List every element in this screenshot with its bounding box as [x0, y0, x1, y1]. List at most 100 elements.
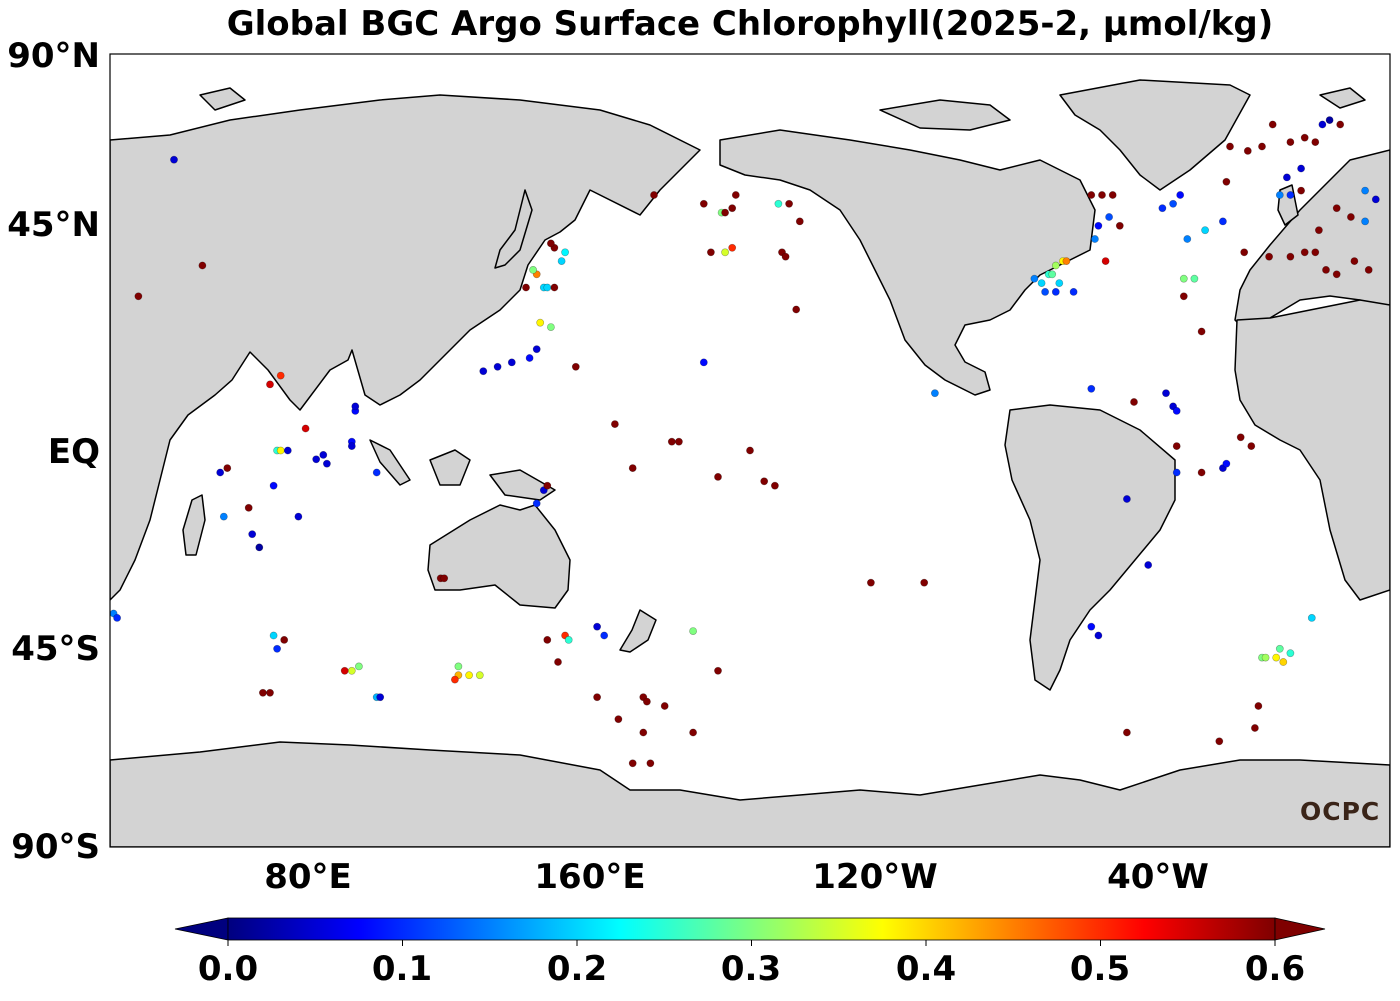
- argo-float-point: [269, 631, 278, 640]
- argo-float-point: [1172, 442, 1181, 450]
- argo-float-point: [1098, 191, 1106, 199]
- argo-float-point: [248, 530, 257, 539]
- argo-float-point: [276, 371, 285, 380]
- argo-float-point: [689, 728, 697, 737]
- argo-float-point: [1062, 257, 1071, 265]
- argo-float-point: [543, 481, 552, 490]
- lon-label-160e: 160°E: [534, 857, 646, 897]
- argo-float-point: [1179, 292, 1188, 301]
- argo-float-point: [699, 199, 708, 208]
- argo-float-point: [714, 472, 722, 481]
- argo-float-point: [1307, 614, 1316, 622]
- argo-float-point: [646, 759, 655, 768]
- argo-float-point: [347, 666, 356, 675]
- argo-float-point: [1172, 468, 1181, 477]
- argo-float-point: [322, 459, 331, 468]
- argo-float-point: [1275, 191, 1284, 199]
- argo-float-point: [1144, 561, 1153, 569]
- argo-float-point: [728, 204, 737, 213]
- argo-float-point: [1371, 195, 1380, 204]
- argo-float-point: [1190, 274, 1199, 283]
- argo-float-point: [689, 627, 697, 635]
- japan-islands: [494, 189, 533, 269]
- argo-float-point: [1272, 653, 1281, 662]
- argo-float-point: [593, 622, 601, 631]
- argo-float-point: [795, 217, 804, 226]
- novaya-zemlya-island: [199, 87, 246, 111]
- argo-float-point: [529, 265, 537, 274]
- argo-float-point: [760, 477, 769, 486]
- argo-float-point: [699, 358, 708, 367]
- argo-float-point: [1275, 644, 1284, 653]
- argo-float-point: [628, 464, 637, 472]
- argo-float-point: [1087, 384, 1096, 393]
- argo-float-point: [283, 446, 292, 455]
- argo-float-point: [721, 248, 729, 257]
- colorbar-tick-label: 0.6: [1244, 949, 1306, 989]
- argo-float-point: [1297, 164, 1305, 173]
- argo-float-point: [746, 446, 754, 455]
- argo-float-point: [1286, 191, 1295, 199]
- svalbard-island: [1319, 87, 1366, 109]
- argo-float-point: [301, 424, 310, 433]
- argo-float-point: [1318, 120, 1327, 129]
- colorbar-tick-label: 0.4: [895, 949, 957, 989]
- argo-float-point: [1172, 406, 1181, 415]
- argo-floats-layer: [110, 116, 1380, 768]
- argo-float-point: [1183, 235, 1192, 243]
- colorbar-gradient: [227, 917, 1276, 941]
- argo-float-point: [1162, 389, 1170, 398]
- greenland-landmass: [1059, 79, 1251, 191]
- argo-float-point: [1055, 279, 1064, 287]
- argo-float-point: [1350, 257, 1359, 265]
- new-zealand-islands: [619, 609, 657, 653]
- argo-float-point: [1041, 287, 1049, 296]
- colorbar-tick-label: 0.0: [197, 949, 259, 989]
- sumatra-island: [369, 439, 411, 486]
- argo-float-point: [650, 191, 658, 199]
- argo-float-point: [547, 323, 555, 331]
- argo-float-point: [571, 362, 580, 371]
- argo-float-point: [340, 666, 349, 675]
- argo-float-point: [1240, 248, 1249, 257]
- argo-float-point: [675, 437, 683, 446]
- argo-float-point: [1243, 146, 1252, 155]
- argo-float-point: [561, 248, 569, 257]
- argo-float-point: [1315, 226, 1323, 235]
- argo-float-point: [1261, 653, 1270, 662]
- argo-float-point: [593, 693, 601, 702]
- argo-float-point: [319, 450, 328, 459]
- argo-float-point: [1101, 257, 1110, 265]
- argo-float-point: [792, 305, 801, 314]
- argo-float-point: [643, 697, 651, 706]
- argo-float-point: [1094, 221, 1103, 230]
- argo-float-point: [269, 481, 278, 490]
- argo-float-point: [1247, 442, 1256, 450]
- colorbar-extend-min: [174, 917, 229, 941]
- lat-label-45s: 45°S: [11, 629, 100, 669]
- argo-float-point: [1364, 265, 1373, 274]
- argo-float-point: [1051, 287, 1060, 296]
- argo-float-point: [1283, 173, 1291, 182]
- colorbar-tick-label: 0.2: [546, 949, 608, 989]
- argo-float-point: [255, 543, 264, 552]
- argo-float-point: [258, 688, 267, 697]
- argo-float-point: [1322, 265, 1330, 274]
- argo-float-point: [465, 671, 473, 680]
- lon-label-120w: 120°W: [812, 857, 938, 897]
- ocpc-logo: OCPC: [1300, 797, 1381, 826]
- argo-float-point: [376, 693, 385, 702]
- argo-float-point: [440, 574, 449, 583]
- argo-float-point: [507, 358, 516, 367]
- argo-float-point: [273, 644, 281, 653]
- argo-float-point: [1087, 191, 1096, 199]
- argo-float-point: [1336, 120, 1345, 129]
- argo-float-point: [867, 578, 875, 587]
- argo-float-point: [1361, 186, 1369, 195]
- argo-float-point: [667, 437, 676, 446]
- argo-float-point: [1332, 270, 1341, 279]
- argo-float-point: [351, 402, 360, 411]
- argo-float-point: [1300, 133, 1309, 142]
- argo-float-point: [532, 345, 541, 354]
- colorbar-ticks: [227, 940, 1276, 946]
